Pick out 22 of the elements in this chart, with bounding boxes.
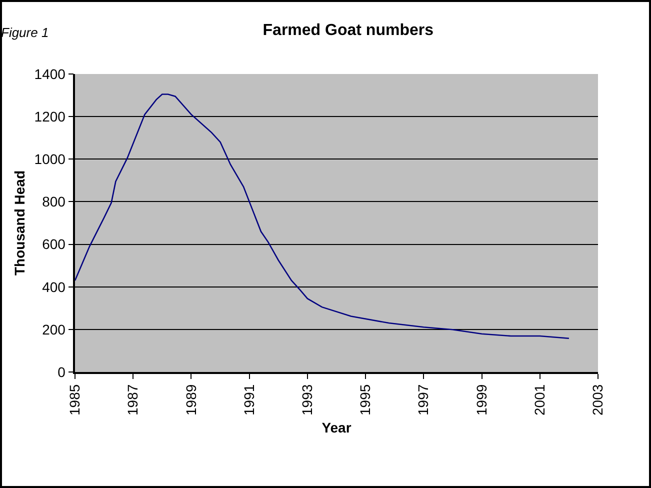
x-tick-label: 1989	[182, 384, 199, 416]
y-axis-title: Thousand Head	[11, 170, 28, 276]
x-tick-label: 2003	[590, 384, 606, 416]
chart-title: Farmed Goat numbers	[262, 22, 434, 39]
y-tick-label: 600	[42, 236, 66, 252]
x-tick-label: 1987	[124, 384, 141, 416]
x-tick-label: 1999	[473, 384, 490, 416]
x-tick-label: 1997	[415, 384, 432, 416]
x-tick-label: 2001	[531, 384, 548, 416]
y-tick-label: 1400	[34, 66, 66, 82]
y-tick-label: 1200	[34, 108, 66, 124]
line-series	[75, 94, 570, 340]
x-tick-label: 1991	[240, 384, 257, 416]
y-tick-label: 200	[42, 321, 66, 338]
y-tick-label: 0	[58, 364, 66, 380]
x-tick-label: 1995	[357, 384, 374, 416]
x-tick-label: 1993	[298, 384, 315, 416]
x-axis-title: Year	[322, 419, 352, 436]
x-tick-label: 1985	[66, 384, 83, 416]
y-tick-label: 800	[42, 194, 66, 210]
y-tick-label: 400	[42, 278, 66, 295]
y-tick-label: 1000	[34, 151, 66, 168]
